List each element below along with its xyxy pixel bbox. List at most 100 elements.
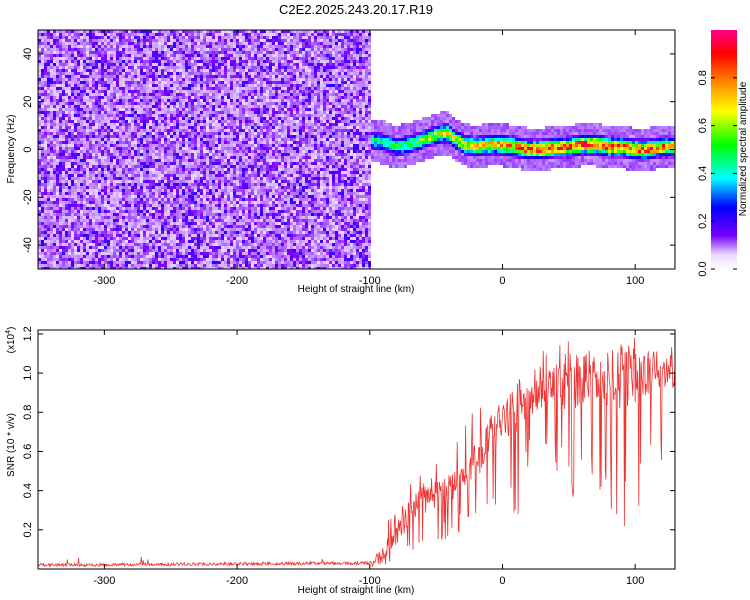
heatmap-cell	[209, 222, 212, 225]
heatmap-cell	[152, 159, 155, 162]
heatmap-cell	[47, 168, 50, 171]
heatmap-cell	[74, 162, 77, 165]
heatmap-cell	[122, 123, 125, 126]
heatmap-cell	[155, 96, 158, 99]
heatmap-cell	[134, 225, 137, 228]
heatmap-cell	[44, 60, 47, 63]
heatmap-cell	[176, 219, 179, 222]
heatmap-cell	[80, 93, 83, 96]
heatmap-cell	[59, 249, 62, 252]
heatmap-cell	[134, 198, 137, 201]
heatmap-cell	[179, 228, 182, 231]
heatmap-cell	[41, 48, 44, 51]
heatmap-cell	[95, 189, 98, 192]
heatmap-cell	[140, 204, 143, 207]
heatmap-cell	[185, 213, 188, 216]
heatmap-cell	[194, 117, 197, 120]
heatmap-cell	[119, 42, 122, 45]
heatmap-cell	[131, 99, 134, 102]
heatmap-cell	[203, 153, 206, 156]
heatmap-cell	[152, 96, 155, 99]
heatmap-cell	[56, 30, 59, 33]
heatmap-cell	[143, 99, 146, 102]
heatmap-cell	[128, 171, 131, 174]
heatmap-cell	[59, 129, 62, 132]
heatmap-cell	[119, 177, 122, 180]
heatmap-cell	[44, 150, 47, 153]
heatmap-cell	[182, 165, 185, 168]
heatmap-cell	[167, 207, 170, 210]
heatmap-cell	[143, 168, 146, 171]
heatmap-cell	[80, 171, 83, 174]
heatmap-cell	[104, 249, 107, 252]
heatmap-cell	[77, 69, 80, 72]
heatmap-cell	[179, 171, 182, 174]
heatmap-cell	[125, 117, 128, 120]
heatmap-cell	[110, 189, 113, 192]
heatmap-cell	[116, 120, 119, 123]
heatmap-cell	[92, 231, 95, 234]
heatmap-cell	[176, 231, 179, 234]
heatmap-cell	[197, 84, 200, 87]
heatmap-cell	[56, 243, 59, 246]
heatmap-cell	[206, 165, 209, 168]
heatmap-cell	[119, 240, 122, 243]
heatmap-cell	[170, 228, 173, 231]
heatmap-cell	[155, 63, 158, 66]
heatmap-cell	[206, 96, 209, 99]
heatmap-cell	[56, 114, 59, 117]
heatmap-cell	[137, 261, 140, 264]
heatmap-cell	[80, 96, 83, 99]
heatmap-cell	[173, 201, 176, 204]
heatmap-cell	[113, 243, 116, 246]
heatmap-cell	[68, 207, 71, 210]
heatmap-cell	[179, 147, 182, 150]
heatmap-cell	[185, 60, 188, 63]
heatmap-cell	[128, 150, 131, 153]
heatmap-cell	[170, 171, 173, 174]
heatmap-cell	[104, 117, 107, 120]
heatmap-cell	[62, 99, 65, 102]
heatmap-cell	[206, 159, 209, 162]
heatmap-cell	[86, 69, 89, 72]
heatmap-cell	[221, 204, 224, 207]
heatmap-cell	[206, 150, 209, 153]
heatmap-cell	[56, 54, 59, 57]
heatmap-cell	[89, 156, 92, 159]
heatmap-cell	[125, 33, 128, 36]
heatmap-cell	[212, 147, 215, 150]
heatmap-cell	[203, 66, 206, 69]
heatmap-cell	[101, 168, 104, 171]
heatmap-cell	[176, 246, 179, 249]
heatmap-cell	[146, 165, 149, 168]
heatmap-cell	[194, 246, 197, 249]
heatmap-cell	[104, 60, 107, 63]
heatmap-cell	[62, 60, 65, 63]
heatmap-cell	[185, 165, 188, 168]
heatmap-cell	[131, 264, 134, 267]
heatmap-cell	[59, 216, 62, 219]
heatmap-cell	[143, 147, 146, 150]
heatmap-cell	[77, 78, 80, 81]
heatmap-cell	[218, 75, 221, 78]
heatmap-cell	[104, 171, 107, 174]
heatmap-cell	[125, 237, 128, 240]
heatmap-cell	[65, 177, 68, 180]
heatmap-cell	[125, 174, 128, 177]
heatmap-cell	[212, 231, 215, 234]
heatmap-cell	[98, 63, 101, 66]
heatmap-cell	[107, 165, 110, 168]
heatmap-cell	[158, 87, 161, 90]
heatmap-cell	[128, 156, 131, 159]
heatmap-cell	[200, 249, 203, 252]
heatmap-cell	[71, 36, 74, 39]
heatmap-cell	[140, 255, 143, 258]
heatmap-cell	[68, 69, 71, 72]
heatmap-cell	[65, 135, 68, 138]
heatmap-cell	[143, 75, 146, 78]
heatmap-cell	[152, 252, 155, 255]
heatmap-cell	[146, 216, 149, 219]
heatmap-cell	[194, 99, 197, 102]
heatmap-cell	[167, 84, 170, 87]
heatmap-cell	[56, 249, 59, 252]
